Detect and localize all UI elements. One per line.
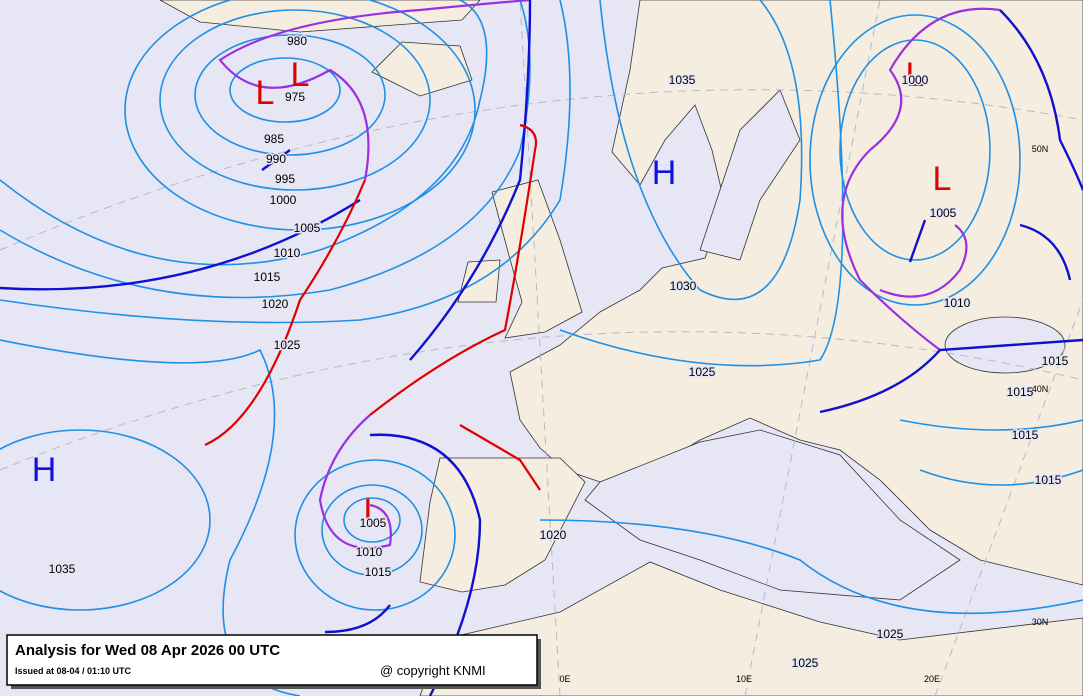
isobar — [194, 34, 386, 156]
isobar-label: 1010 — [944, 296, 971, 310]
isobar — [294, 459, 456, 611]
isobar-label: 1020 — [262, 297, 289, 311]
occluded-front — [879, 224, 968, 298]
pressure-center: H — [652, 154, 677, 192]
iberia — [419, 457, 586, 593]
pressure-center: L — [364, 492, 383, 530]
graticule-line — [0, 331, 1083, 471]
europe — [509, 0, 1083, 586]
cold-front — [1019, 223, 1072, 281]
isobar-label: 1010 — [356, 545, 383, 559]
isobar-label: 1025 — [877, 627, 904, 641]
mediterranean — [584, 429, 961, 601]
pressure-center: H — [32, 451, 57, 489]
isobar — [0, 0, 571, 324]
isobar-label: 1015 — [254, 270, 281, 284]
isobar — [124, 0, 476, 231]
isobar-label: 1035 — [669, 73, 696, 87]
graticule-line — [934, 299, 1083, 696]
pressure-center: L — [256, 74, 275, 112]
graticule-line — [744, 0, 881, 696]
labels: L LLLLHH980975985990995100010051010101510… — [32, 33, 1070, 685]
isobar — [809, 14, 1021, 306]
cold-front — [999, 9, 1083, 191]
occluded-front — [318, 414, 392, 550]
occluded-front — [841, 7, 1001, 351]
pressure-center: L — [291, 56, 310, 94]
isobar-label: 1025 — [792, 656, 819, 670]
warm-front — [369, 123, 538, 416]
graticule-label: 40N — [1032, 384, 1049, 394]
isobar-label: 995 — [275, 172, 295, 186]
title: Analysis for Wed 08 Apr 2026 00 UTC — [15, 642, 280, 659]
isobar-label: 1000 — [270, 193, 297, 207]
title-box: Analysis for Wed 08 Apr 2026 00 UTC Issu… — [6, 634, 541, 689]
warm-front — [204, 179, 367, 447]
inland-seas — [584, 89, 1066, 601]
isobar-label: 1000 — [902, 73, 929, 87]
title-panel — [6, 634, 538, 686]
isobar-label: 1015 — [1012, 428, 1039, 442]
isobar-label: 1005 — [294, 221, 321, 235]
isobar — [0, 429, 211, 611]
isobar-label: 1030 — [670, 279, 697, 293]
isobar-label: 990 — [266, 152, 286, 166]
isobar-label: 1005 — [360, 516, 387, 530]
isobar — [0, 0, 488, 266]
baltic — [699, 89, 801, 261]
isobar — [839, 39, 991, 261]
copyright: @ copyright KNMI — [380, 663, 486, 678]
graticule-label: 50N — [1032, 144, 1049, 154]
greenland — [159, 0, 481, 33]
isobar-label: 1035 — [49, 562, 76, 576]
isobar — [0, 0, 531, 299]
isobar — [559, 0, 844, 367]
isobar-label: 1015 — [365, 565, 392, 579]
isobar — [343, 497, 401, 543]
isobar — [899, 419, 1083, 431]
isobar — [599, 0, 803, 301]
graticule-label: 30N — [1032, 617, 1049, 627]
trough — [459, 424, 541, 491]
isobar — [539, 519, 1083, 615]
cold-front — [261, 149, 291, 171]
isobar-label: 1015 — [1042, 354, 1069, 368]
isobar — [159, 9, 431, 191]
isobar — [229, 57, 341, 123]
isobar-label: 1015 — [1007, 385, 1034, 399]
graticule-label: 20E — [924, 674, 940, 684]
isobar-label: 975 — [285, 90, 305, 104]
isobar — [919, 469, 1083, 486]
graticule-label: 0E — [559, 674, 570, 684]
cold-front — [819, 338, 1083, 414]
isobar-label: 1005 — [930, 206, 957, 220]
issued: Issued at 08-04 / 01:10 UTC — [15, 666, 132, 676]
pressure-center: L — [933, 160, 952, 198]
isobar-label: 1025 — [274, 338, 301, 352]
cold-front — [409, 0, 532, 361]
isobar-label: 1010 — [274, 246, 301, 260]
isobar-label: 1020 — [540, 528, 567, 542]
cold-front — [908, 219, 927, 263]
cold-front — [324, 604, 391, 634]
pressure-center: L — [906, 56, 925, 94]
isobar-label: 980 — [287, 34, 307, 48]
isobar-label: 1015 — [1035, 473, 1062, 487]
isobar-label: 985 — [264, 132, 284, 146]
africa — [419, 561, 1083, 696]
land — [159, 0, 1083, 696]
britain — [491, 179, 583, 339]
cold-front — [0, 198, 361, 291]
occluded-front — [218, 0, 531, 181]
graticule-label: 10E — [736, 674, 752, 684]
isobar — [321, 484, 423, 576]
isobar-label: 1025 — [689, 365, 716, 379]
graticule-line — [0, 89, 1083, 251]
